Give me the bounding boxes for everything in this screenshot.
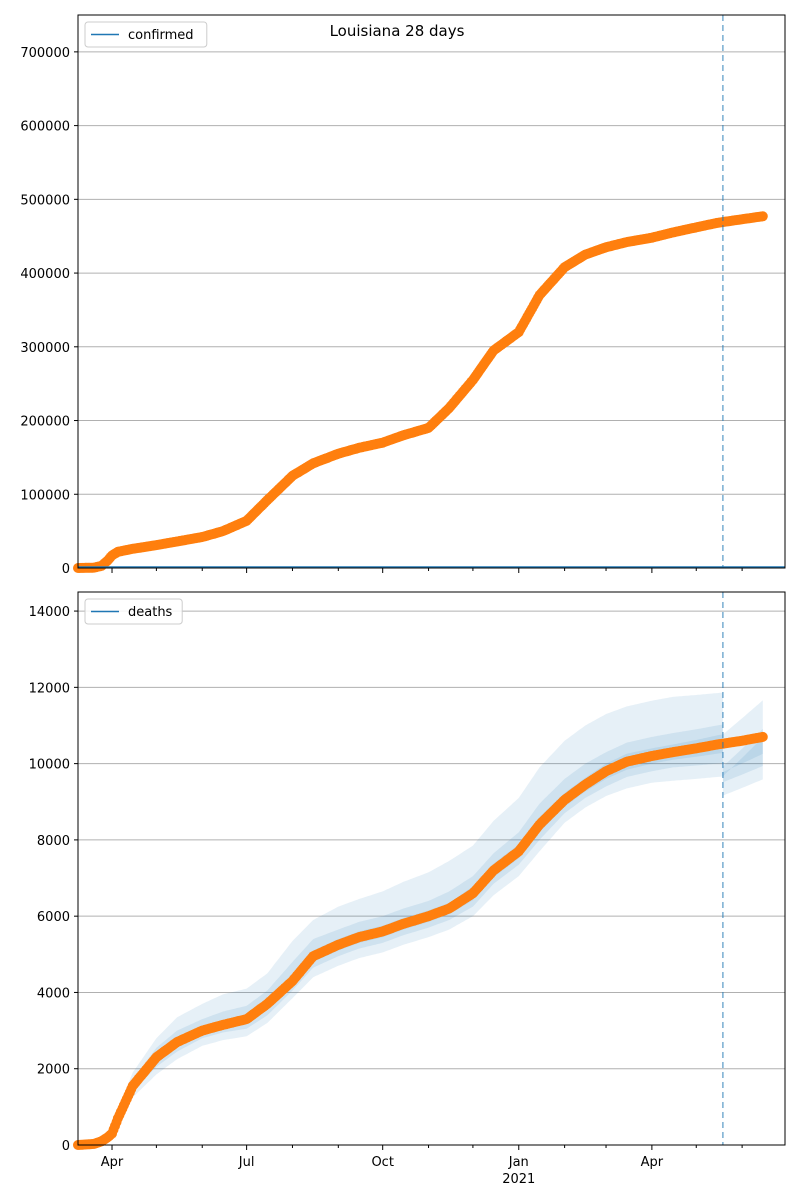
x-year-label: 2021 — [502, 1172, 535, 1187]
data-point — [757, 211, 768, 222]
y-tick-label: 10000 — [29, 758, 70, 773]
y-tick-label: 300000 — [20, 341, 70, 356]
legend-label: deaths — [128, 605, 173, 620]
forecast-band-outer — [722, 700, 763, 796]
panel-deaths: 0 2000 4000 6000 8000 10000 12000 14000 Apr Jul Oc… — [29, 591, 786, 1187]
legend-box — [84, 598, 183, 625]
panel-confirmed: 0 100000 200000 300000 400000 500000 600000 700… — [20, 14, 786, 577]
x-tick-label: Jul — [238, 1155, 255, 1170]
y-tick-label: 600000 — [20, 120, 70, 135]
x-tick-label: Apr — [641, 1155, 664, 1170]
forecast-band-inner — [722, 737, 763, 777]
legend: confirmed — [84, 21, 208, 48]
axes-frame — [77, 14, 786, 569]
y-tick-label: 12000 — [29, 681, 70, 696]
uncertainty-band-middle — [78, 724, 723, 1145]
legend-box — [84, 21, 208, 48]
y-tick-label: 2000 — [37, 1063, 70, 1078]
chart-title: Louisiana 28 days — [330, 22, 465, 40]
legend-label: confirmed — [128, 28, 194, 43]
x-tick-label: Oct — [371, 1155, 393, 1170]
y-tick-label: 0 — [62, 562, 70, 577]
axes-frame — [77, 591, 786, 1146]
x-tick-label: Apr — [101, 1155, 124, 1170]
y-tick-label: 4000 — [37, 986, 70, 1001]
y-tick-label: 500000 — [20, 193, 70, 208]
y-tick-label: 700000 — [20, 46, 70, 61]
y-tick-label: 6000 — [37, 910, 70, 925]
x-tick-label: Jan — [508, 1155, 529, 1170]
data-point — [757, 731, 768, 742]
y-tick-label: 100000 — [20, 488, 70, 503]
y-tick-label: 0 — [62, 1139, 70, 1154]
legend: deaths — [84, 598, 183, 625]
y-tick-label: 14000 — [29, 605, 70, 620]
y-tick-label: 200000 — [20, 415, 70, 430]
y-tick-label: 400000 — [20, 267, 70, 282]
y-tick-label: 8000 — [37, 834, 70, 849]
